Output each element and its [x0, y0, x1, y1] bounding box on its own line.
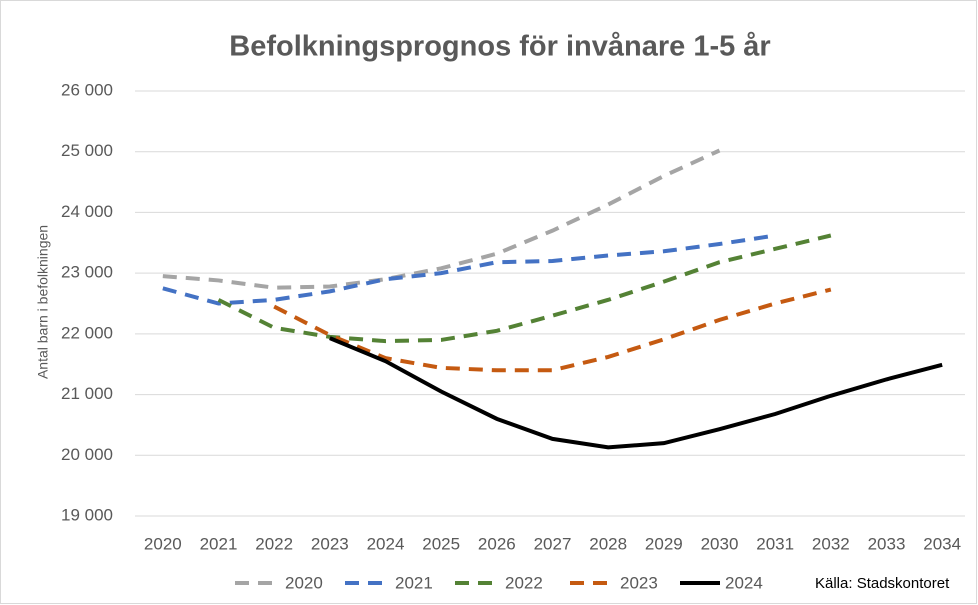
series-line: [329, 336, 943, 450]
x-tick-label: 2025: [422, 534, 460, 553]
legend-label: 2022: [505, 573, 543, 592]
x-tick-label: 2031: [756, 534, 794, 553]
series-line: [273, 287, 832, 373]
series-line: [162, 233, 776, 306]
y-tick-label: 20 000: [61, 445, 113, 464]
x-tick-label: 2029: [645, 534, 683, 553]
x-tick-label: 2020: [144, 534, 182, 553]
x-tick-label: 2034: [923, 534, 961, 553]
legend-label: 2021: [395, 573, 433, 592]
y-axis-label: Antal barn i befolkningen: [35, 225, 51, 379]
x-tick-label: 2030: [701, 534, 739, 553]
chart-title: Befolkningsprognos för invånare 1-5 år: [229, 31, 770, 63]
x-tick-label: 2033: [868, 534, 906, 553]
series-line: [217, 233, 832, 344]
legend-label: 2020: [285, 573, 323, 592]
x-tick-label: 2032: [812, 534, 850, 553]
y-tick-label: 24 000: [61, 202, 113, 221]
x-tick-label: 2022: [255, 534, 293, 553]
x-tick-label: 2021: [200, 534, 238, 553]
x-tick-label: 2026: [478, 534, 516, 553]
legend-label: 2024: [725, 573, 763, 592]
x-tick-label: 2027: [534, 534, 572, 553]
x-tick-label: 2028: [589, 534, 627, 553]
y-tick-label: 21 000: [61, 384, 113, 403]
x-tick-label: 2024: [367, 534, 405, 553]
x-tick-label: 2023: [311, 534, 349, 553]
y-tick-label: 19 000: [61, 505, 113, 524]
legend-label: 2023: [620, 573, 658, 592]
y-tick-label: 22 000: [61, 323, 113, 342]
y-tick-label: 23 000: [61, 263, 113, 282]
y-tick-label: 25 000: [61, 141, 113, 160]
y-tick-label: 26 000: [61, 80, 113, 99]
series-line: [162, 148, 721, 290]
source: Källa: Stadskontoret: [815, 575, 950, 592]
